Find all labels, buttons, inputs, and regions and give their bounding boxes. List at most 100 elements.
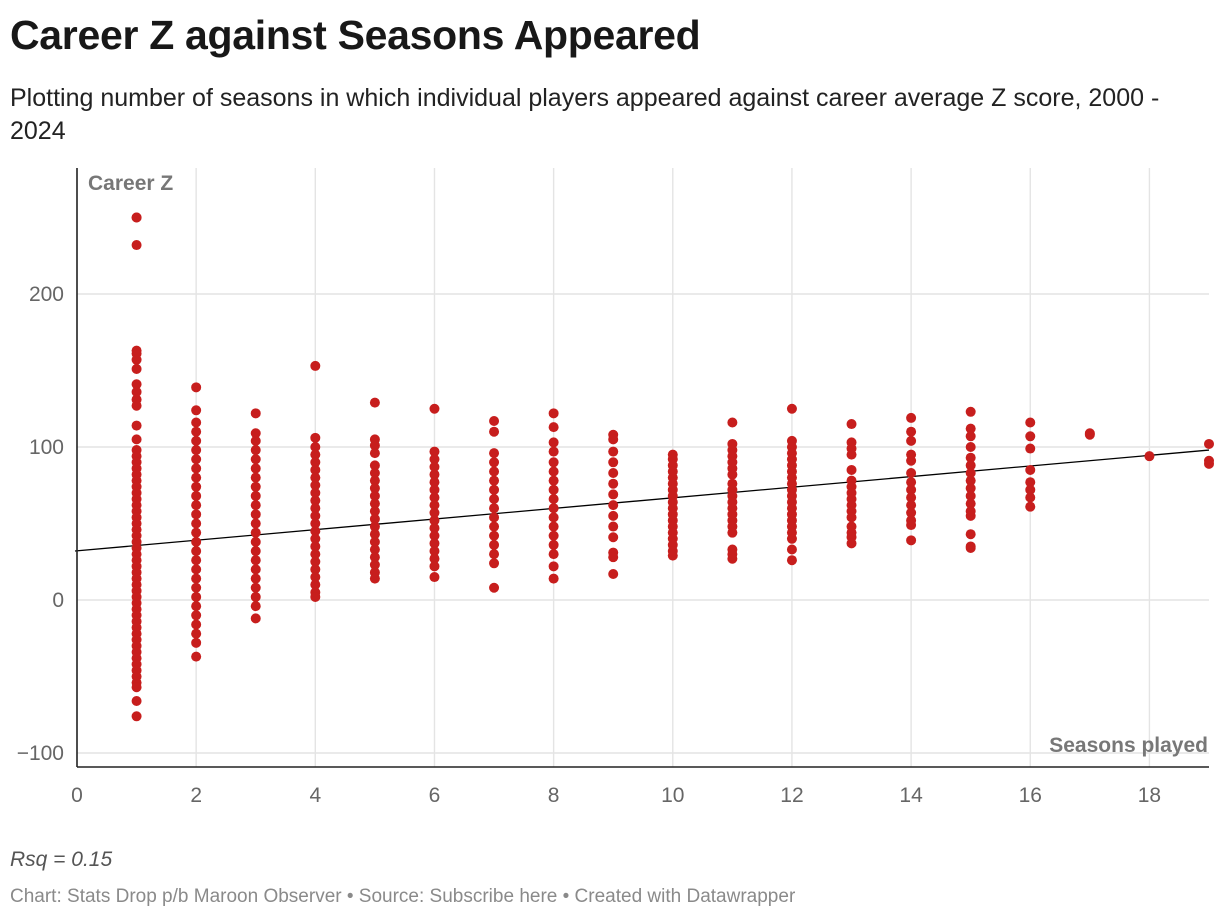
gridlines: [77, 168, 1209, 767]
data-point: [548, 521, 559, 532]
data-point: [191, 426, 202, 437]
data-point: [250, 428, 261, 439]
data-point: [429, 507, 440, 518]
data-point: [489, 448, 500, 459]
data-point: [131, 420, 142, 431]
data-point: [548, 549, 559, 560]
data-point: [548, 484, 559, 495]
data-point: [191, 564, 202, 575]
data-point: [429, 461, 440, 472]
data-point: [1204, 458, 1214, 469]
data-point: [191, 518, 202, 529]
data-point: [191, 610, 202, 621]
data-point: [786, 533, 797, 544]
data-point: [489, 530, 500, 541]
data-point: [965, 468, 976, 479]
data-point: [489, 466, 500, 477]
trend-line: [74, 449, 1210, 552]
data-point: [1025, 431, 1036, 442]
data-point: [310, 487, 321, 498]
data-point: [131, 434, 142, 445]
data-point: [250, 518, 261, 529]
chart-subtitle: Plotting number of seasons in which indi…: [10, 84, 1160, 145]
data-point: [846, 449, 857, 460]
data-point: [548, 561, 559, 572]
data-point: [131, 379, 142, 390]
data-point: [608, 468, 619, 479]
data-point: [906, 455, 917, 466]
data-point: [191, 601, 202, 612]
data-point: [489, 494, 500, 505]
data-point: [1025, 484, 1036, 495]
data-point: [608, 521, 619, 532]
data-point: [191, 651, 202, 662]
data-point: [1025, 477, 1036, 488]
data-point: [608, 478, 619, 489]
data-point: [131, 682, 142, 693]
data-point: [548, 494, 559, 505]
data-point: [608, 434, 619, 445]
x-tick-label: 14: [899, 784, 923, 807]
data-point: [250, 490, 261, 501]
data-point: [131, 400, 142, 411]
data-point: [191, 555, 202, 566]
data-point: [429, 546, 440, 557]
data-point: [548, 457, 559, 468]
data-point: [846, 538, 857, 549]
data-point: [429, 454, 440, 465]
data-point: [846, 419, 857, 430]
data-point: [191, 509, 202, 520]
data-point: [906, 426, 917, 437]
data-point: [250, 454, 261, 465]
data-point: [786, 555, 797, 566]
data-point: [250, 613, 261, 624]
x-tick-label: 2: [190, 784, 202, 807]
data-point: [548, 512, 559, 523]
data-point: [310, 457, 321, 468]
data-point: [489, 426, 500, 437]
data-point: [489, 512, 500, 523]
data-point: [250, 472, 261, 483]
data-point: [429, 469, 440, 480]
data-point: [191, 382, 202, 393]
data-point: [369, 559, 380, 570]
trend-line-layer: [74, 449, 1210, 552]
data-point: [965, 529, 976, 540]
data-point: [191, 454, 202, 465]
data-point: [369, 490, 380, 501]
data-point: [548, 475, 559, 486]
data-point: [310, 503, 321, 514]
data-point: [608, 510, 619, 521]
data-point: [191, 435, 202, 446]
data-point: [965, 510, 976, 521]
axes: 0 2 4 6 8 10 12 14 16 18 −100 0 100 200: [17, 168, 1209, 807]
data-point: [727, 469, 738, 480]
data-point: [548, 437, 559, 448]
data-point: [250, 582, 261, 593]
data-point: [1025, 443, 1036, 454]
data-point: [906, 484, 917, 495]
data-point: [489, 558, 500, 569]
data-point: [191, 619, 202, 630]
data-point: [191, 591, 202, 602]
data-point: [429, 561, 440, 572]
data-point: [310, 526, 321, 537]
data-point: [548, 573, 559, 584]
data-point: [1144, 451, 1155, 462]
data-point: [310, 449, 321, 460]
data-point: [250, 555, 261, 566]
data-point: [965, 460, 976, 471]
data-point: [489, 415, 500, 426]
data-point: [369, 536, 380, 547]
data-point: [369, 448, 380, 459]
data-point: [369, 544, 380, 555]
data-point: [310, 510, 321, 521]
data-point: [429, 530, 440, 541]
data-point: [250, 408, 261, 419]
data-point: [429, 515, 440, 526]
data-point: [250, 445, 261, 456]
data-point: [191, 445, 202, 456]
data-point: [369, 397, 380, 408]
data-point: [310, 495, 321, 506]
data-point: [310, 442, 321, 452]
